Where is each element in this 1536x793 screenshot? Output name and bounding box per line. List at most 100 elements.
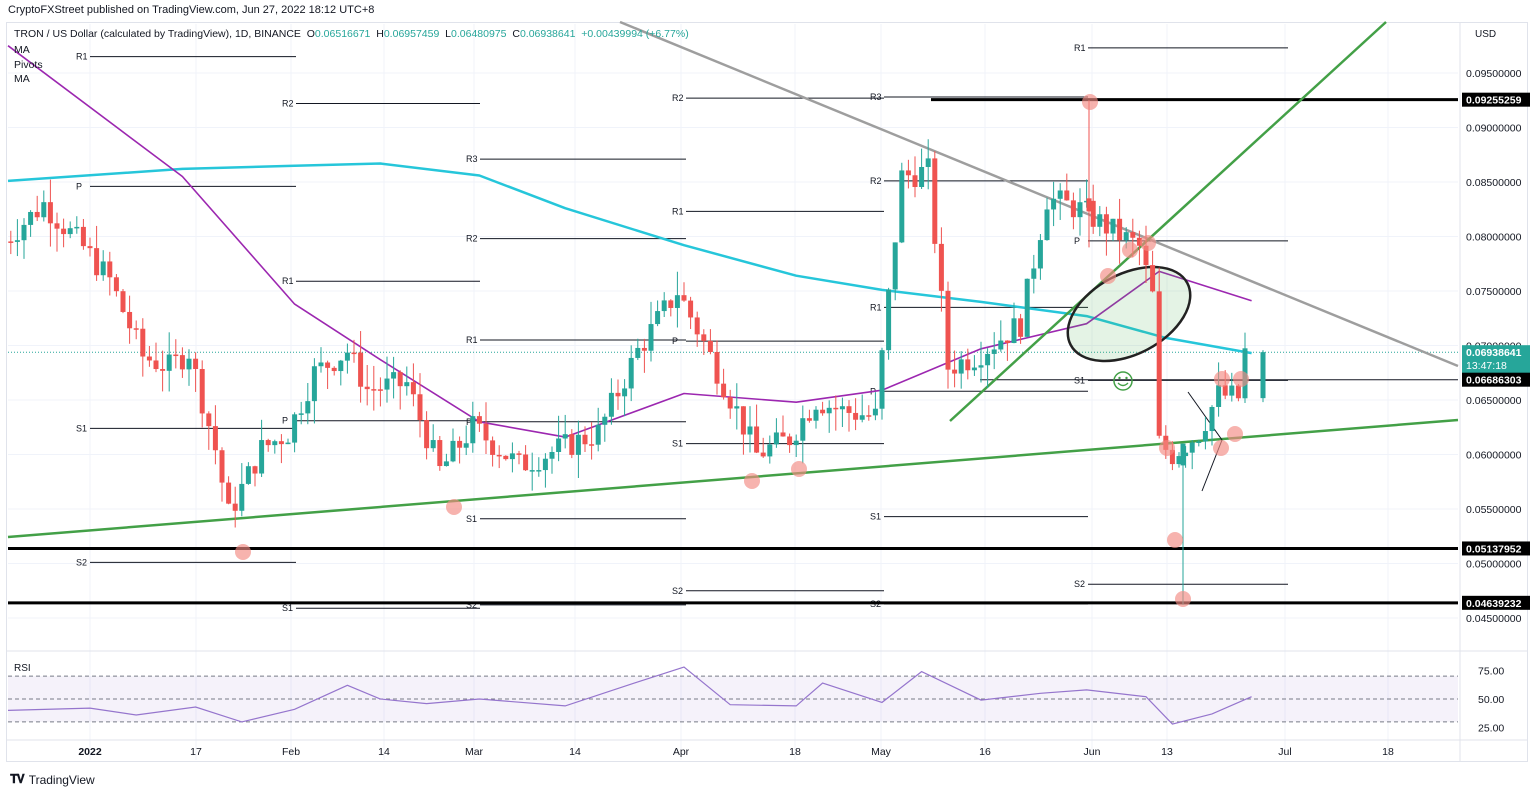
currency-label: USD [1475, 29, 1496, 40]
pivot-label-p: P [1074, 236, 1080, 246]
candle-down [325, 362, 331, 368]
grid [8, 24, 1458, 760]
time-tick: Jul [1278, 746, 1291, 758]
candle-down [496, 454, 502, 457]
candle-up [1183, 452, 1189, 457]
badge-price: 0.04639232 [1466, 598, 1522, 610]
candle-down [688, 300, 694, 318]
rsi-label: RSI [14, 663, 31, 674]
touch-marker [1082, 94, 1098, 110]
candle-down [153, 360, 159, 370]
rsi-tick: 75.00 [1478, 665, 1504, 677]
candle-up [14, 240, 20, 242]
candle-down [8, 241, 14, 243]
candle-down [351, 352, 357, 355]
highlight-ellipse [1066, 265, 1192, 363]
candle-up [661, 300, 667, 312]
touch-marker [1167, 532, 1183, 548]
time-tick: 17 [190, 746, 202, 758]
candle-down [806, 418, 812, 421]
pivot-label-r2: R2 [870, 176, 882, 186]
indicator-ma-label[interactable]: MA [14, 44, 30, 56]
pivot-label-r2: R2 [466, 234, 478, 244]
brand-name[interactable]: TradingView [28, 772, 95, 787]
candle-up [21, 224, 27, 241]
candle-down [226, 482, 232, 504]
candle-up [978, 365, 984, 368]
time-tick: 2022 [78, 746, 102, 758]
pivot-label-r1: R1 [672, 206, 684, 216]
candle-down [1018, 318, 1024, 337]
candle-down [265, 440, 271, 446]
candle-up [1037, 240, 1043, 269]
candle-down [1150, 265, 1156, 292]
touch-marker [1140, 235, 1156, 251]
indicator-labels: MA Pivots MA [14, 43, 43, 87]
candle-up [1260, 352, 1266, 399]
candle-up [529, 470, 535, 472]
candle-down [780, 432, 786, 437]
touch-marker [446, 499, 462, 515]
candle-down [952, 369, 958, 374]
candle-up [74, 226, 80, 229]
candle-up [298, 413, 304, 415]
pivot-label-r1: R1 [282, 276, 294, 286]
level-price-badge: 0.09255259 [1462, 92, 1530, 107]
indicator-pivots-label[interactable]: Pivots [14, 58, 43, 71]
pivot-label-s1: S1 [672, 439, 683, 449]
candle-down [932, 158, 938, 244]
candle-down [681, 295, 687, 301]
candle-up [767, 444, 773, 457]
candle-down [1117, 218, 1123, 241]
candle-down [490, 440, 496, 455]
candle-up [635, 347, 641, 358]
candle-down [87, 246, 93, 249]
touch-marker [1233, 371, 1249, 387]
candle-down [754, 426, 760, 453]
candle-up [272, 441, 278, 446]
rsi-tick: 25.00 [1478, 723, 1504, 735]
candle-down [358, 352, 364, 387]
time-axis[interactable]: 2022 17 Feb 14 Mar 14 Apr 18 May 16 Jun 13 Jul 18 [78, 746, 1394, 758]
candle-up [971, 367, 977, 371]
pivot-label-s1: S1 [282, 603, 293, 613]
candle-up [311, 366, 317, 402]
time-tick: Feb [282, 746, 300, 758]
time-tick: 14 [569, 746, 581, 758]
pivot-label-r1: R1 [76, 52, 88, 62]
candle-down [1090, 200, 1096, 227]
price-axis[interactable]: USD 0.09500000 0.09000000 0.08500000 0.08000… [1466, 29, 1522, 625]
candle-up [608, 392, 614, 417]
candle-up [1077, 202, 1083, 218]
candle-down [219, 450, 225, 483]
indicator-ma2-label[interactable]: MA [14, 73, 30, 85]
candle-down [1004, 340, 1010, 344]
rsi-pane[interactable]: RSI 75.00 50.00 25.00 [7, 663, 1504, 735]
candle-up [793, 440, 799, 446]
candle-up [1044, 209, 1050, 241]
candle-up [259, 440, 265, 474]
candle-up [734, 406, 740, 409]
close-value: 0.06938641 [519, 28, 576, 40]
ma-slow-line [7, 162, 1252, 355]
candle-up [41, 202, 47, 218]
price-tick: 0.06000000 [1466, 450, 1522, 462]
candle-down [212, 426, 218, 451]
price-tick: 0.08500000 [1466, 177, 1522, 189]
candle-down [457, 440, 463, 448]
candle-down [1143, 245, 1149, 266]
high-value: 0.06957459 [383, 28, 440, 40]
candle-up [879, 350, 885, 409]
support-trendline [7, 418, 1459, 539]
touch-marker [1159, 440, 1175, 456]
candle-down [945, 290, 951, 370]
pivot-label-s1: S1 [870, 512, 881, 522]
symbol-title: TRON / US Dollar (calculated by TradingV… [14, 28, 301, 40]
touch-marker [1213, 440, 1229, 456]
candle-up [239, 483, 245, 511]
touch-marker [1175, 591, 1191, 607]
candle-down [833, 407, 839, 410]
pivot-label-r3: R3 [466, 154, 478, 164]
candle-down [1070, 200, 1076, 218]
